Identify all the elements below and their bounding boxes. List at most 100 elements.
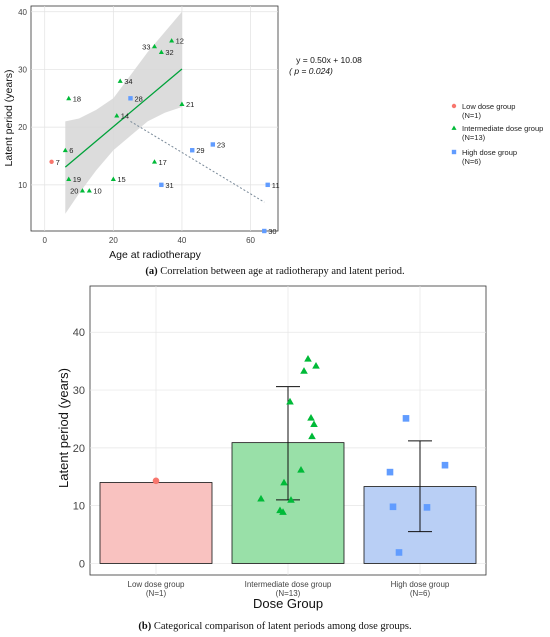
jitter-point bbox=[287, 496, 295, 503]
y-tick-label: 40 bbox=[18, 8, 27, 17]
point-label: 23 bbox=[217, 140, 225, 149]
y-tick-label: 40 bbox=[73, 327, 85, 339]
point-label: 7 bbox=[56, 158, 60, 167]
x-tick-label: 0 bbox=[42, 236, 47, 245]
data-point bbox=[151, 43, 158, 49]
y-tick-label: 10 bbox=[18, 181, 27, 190]
point-label: 6 bbox=[69, 146, 73, 155]
data-point bbox=[110, 176, 116, 181]
point-label: 33 bbox=[142, 42, 150, 51]
x-tick-label: 40 bbox=[177, 236, 186, 245]
data-point bbox=[179, 101, 185, 106]
caption-a-text: Correlation between age at radiotherapy … bbox=[157, 266, 405, 277]
point-label: 15 bbox=[117, 175, 125, 184]
caption-b: (b) Categorical comparison of latent per… bbox=[0, 621, 550, 632]
point-label: 30 bbox=[268, 227, 276, 236]
jitter-point bbox=[402, 415, 410, 422]
x-tick-label-count: (N=6) bbox=[410, 589, 431, 598]
legend-marker bbox=[451, 125, 457, 130]
caption-a-label: (a) bbox=[145, 266, 158, 277]
legend-label: High dose group bbox=[462, 148, 517, 157]
y-tick-label: 30 bbox=[73, 385, 85, 397]
x-tick-label: Low dose group bbox=[128, 580, 185, 589]
point-label: 29 bbox=[196, 146, 204, 155]
point-label: 21 bbox=[186, 100, 194, 109]
point-label: 12 bbox=[176, 37, 184, 46]
data-point bbox=[86, 188, 92, 193]
point-label: 32 bbox=[165, 48, 173, 57]
data-point bbox=[117, 78, 123, 83]
x-tick-label: Intermediate dose group bbox=[245, 580, 332, 589]
fit-lines bbox=[64, 68, 265, 203]
confidence-band bbox=[65, 11, 182, 214]
legend-a: Low dose group(N=1) Intermediate dose gro… bbox=[451, 102, 543, 166]
jitter-point bbox=[310, 420, 318, 427]
jitter-point bbox=[286, 397, 294, 405]
x-axis-title-a: Age at radiotherapy bbox=[109, 249, 201, 261]
data-point bbox=[66, 176, 72, 181]
y-axis-title-a: Latent period (years) bbox=[3, 70, 15, 167]
jitter-point bbox=[308, 432, 316, 440]
jitter-point bbox=[304, 355, 312, 362]
data-point bbox=[114, 113, 120, 118]
jitter-point bbox=[300, 367, 308, 374]
y-axis-title-b: Latent period (years) bbox=[56, 368, 71, 488]
jitter-point bbox=[257, 494, 265, 502]
point-label: 34 bbox=[124, 77, 132, 86]
x-tick-label: High dose group bbox=[391, 580, 450, 589]
point-label: 19 bbox=[73, 175, 81, 184]
data-point bbox=[66, 95, 72, 101]
y-tick-label: 20 bbox=[18, 123, 27, 132]
legend-label: Low dose group bbox=[462, 102, 515, 111]
jitter-point bbox=[386, 468, 394, 476]
regression-line bbox=[64, 68, 183, 168]
jitter-point bbox=[312, 361, 320, 369]
y-tick-label: 0 bbox=[79, 558, 85, 570]
point-label: 11 bbox=[272, 181, 280, 190]
data-point bbox=[62, 147, 68, 153]
data-point bbox=[190, 148, 195, 153]
data-point bbox=[49, 159, 54, 164]
legend-label: Intermediate dose group bbox=[462, 124, 543, 133]
jitter-point bbox=[441, 461, 449, 469]
point-label: 17 bbox=[159, 158, 167, 167]
jitter-point bbox=[279, 508, 287, 515]
confidence-band-area bbox=[65, 11, 182, 214]
x-axis-title-b: Dose Group bbox=[253, 596, 323, 611]
point-label: 10 bbox=[93, 187, 101, 196]
caption-a: (a) Correlation between age at radiother… bbox=[0, 266, 550, 277]
data-point bbox=[169, 38, 175, 43]
caption-b-text: Categorical comparison of latent periods… bbox=[151, 621, 412, 632]
regression-p-value: ( p = 0.024) bbox=[289, 66, 333, 76]
x-tick-label-count: (N=13) bbox=[276, 589, 301, 598]
legend-label-count: (N=1) bbox=[462, 111, 481, 120]
y-tick-label: 10 bbox=[73, 501, 85, 513]
jitter-point bbox=[152, 477, 160, 485]
x-tick-label: 60 bbox=[246, 236, 255, 245]
x-tick-label: 20 bbox=[109, 236, 118, 245]
jitter-point bbox=[297, 466, 305, 473]
point-label: 14 bbox=[121, 112, 129, 121]
bar-chart: 0 10 20 30 40 Low dose group(N=1) Intermediate… bbox=[56, 285, 487, 611]
point-label: 20 bbox=[70, 187, 78, 196]
jitter-point bbox=[307, 413, 315, 421]
legend-label-count: (N=6) bbox=[462, 157, 481, 166]
y-tick-label: 20 bbox=[73, 443, 85, 455]
data-point bbox=[151, 159, 158, 164]
legend-label-count: (N=13) bbox=[462, 133, 486, 142]
jitter-point bbox=[280, 478, 288, 486]
data-point bbox=[265, 182, 270, 188]
caption-b-label: (b) bbox=[138, 621, 152, 632]
data-point bbox=[79, 188, 85, 193]
data-point bbox=[128, 96, 133, 101]
data-point bbox=[210, 142, 216, 147]
data-point bbox=[262, 228, 267, 234]
regression-equation: y = 0.50x + 10.08 bbox=[296, 55, 362, 65]
error-bars bbox=[276, 386, 432, 533]
bar bbox=[99, 482, 213, 564]
axis-ticks-a: 0 20 40 60 10 20 30 40 bbox=[18, 8, 255, 245]
y-tick-label: 30 bbox=[18, 65, 27, 74]
jitter-point bbox=[395, 549, 403, 556]
point-label: 28 bbox=[134, 94, 142, 103]
